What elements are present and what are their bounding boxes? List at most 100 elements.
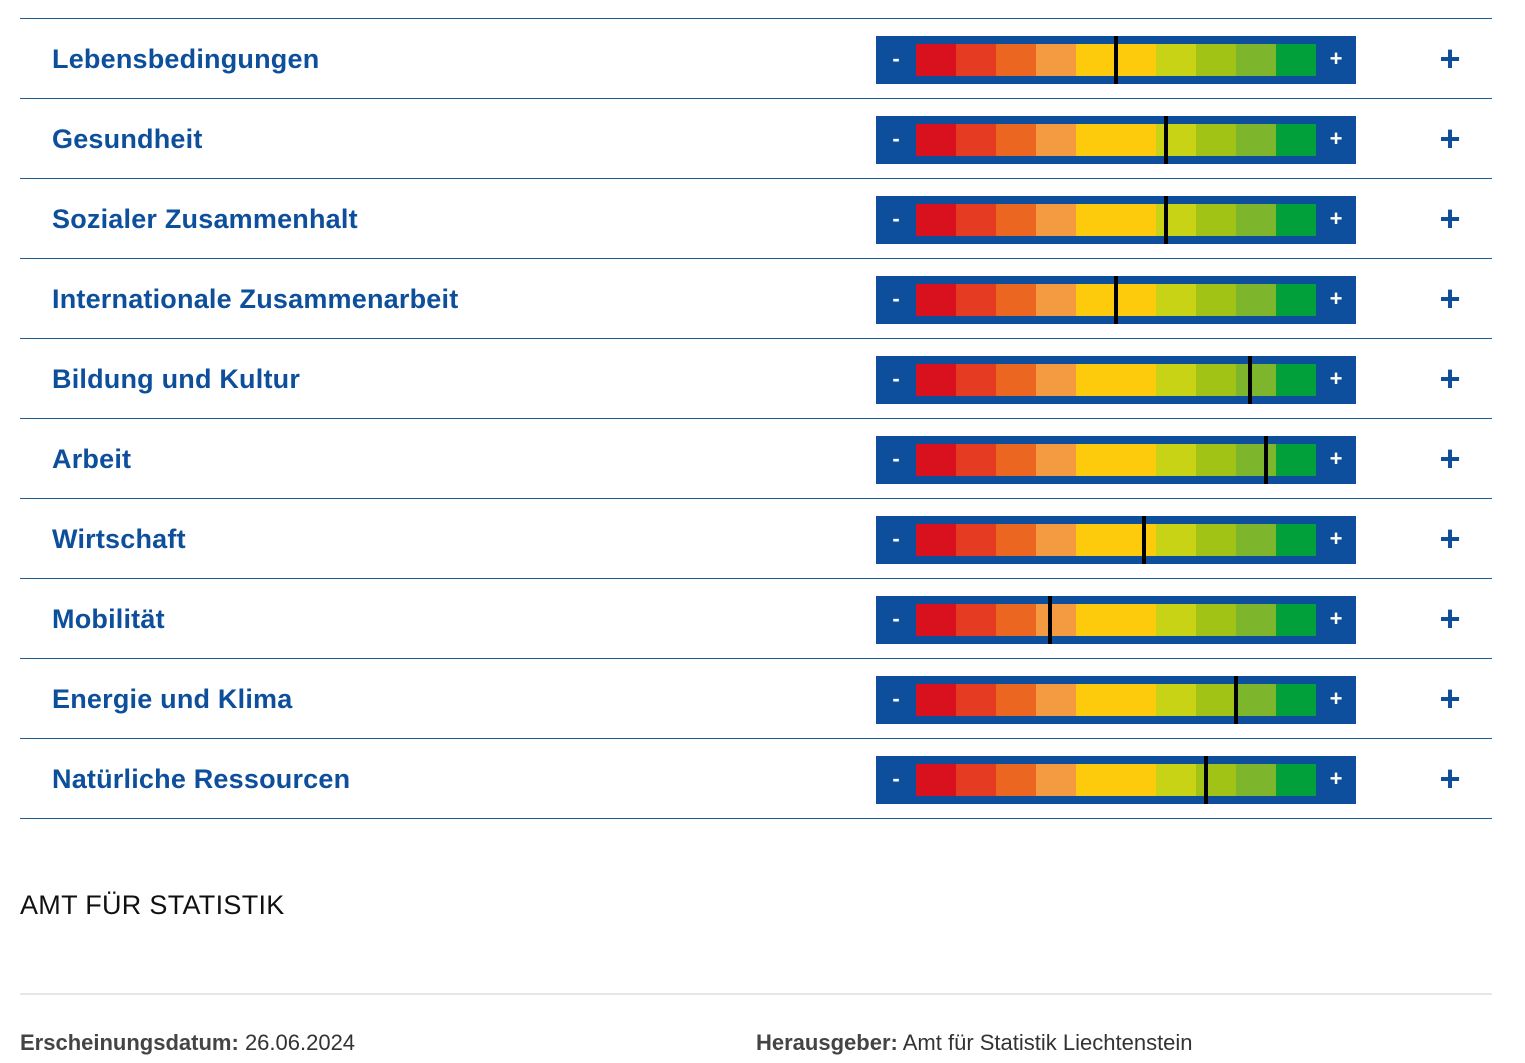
gauge-segment [956,364,996,396]
gauge-scale [916,204,1316,236]
gauge-segment [1236,364,1276,396]
gauge-plus-label: + [1329,446,1343,471]
gauge-segment [1036,364,1076,396]
gauge-segment [1036,524,1076,556]
indicator-title[interactable]: Energie und Klima [52,684,293,714]
gauge-segment [1076,124,1116,156]
gauge-marker [1048,596,1052,644]
gauge-segment [1116,604,1156,636]
gauge-segment [1196,764,1236,796]
indicator-row[interactable]: Lebensbedingungen - + + [20,19,1492,99]
gauge-minus-label: - [892,286,900,311]
gauge-segment [1276,764,1316,796]
indicator-row[interactable]: Arbeit - + + [20,419,1492,499]
indicator-row[interactable]: Energie und Klima - + + [20,659,1492,739]
gauge-segment [1076,284,1116,316]
indicator-title[interactable]: Internationale Zusammenarbeit [52,284,459,314]
indicator-row[interactable]: Gesundheit - + + [20,99,1492,179]
gauge-segment [1116,124,1156,156]
gauge-marker [1264,436,1268,484]
gauge-marker [1248,356,1252,404]
gauge-segment [1276,364,1316,396]
publisher-label: Herausgeber: [756,1030,898,1055]
gauge-marker [1164,196,1168,244]
gauge-segment [1116,364,1156,396]
indicator-row[interactable]: Wirtschaft - + + [20,499,1492,579]
publication-date: Erscheinungsdatum: 26.06.2024 [20,1030,355,1056]
gauge-scale [916,684,1316,716]
indicator-title[interactable]: Wirtschaft [52,524,186,554]
indicator-row[interactable]: Internationale Zusammenarbeit - + + [20,259,1492,339]
expand-plus-icon[interactable]: + [1439,678,1461,719]
gauge-segment [956,524,996,556]
expand-plus-icon[interactable]: + [1439,198,1461,239]
gauge-segment [1196,524,1236,556]
gauge-segment [916,44,956,76]
gauge-segment [1156,204,1196,236]
gauge-minus-label: - [892,526,900,551]
gauge-plus-label: + [1329,286,1343,311]
expand-plus-icon[interactable]: + [1439,358,1461,399]
gauge-segment [916,364,956,396]
indicator-title[interactable]: Gesundheit [52,124,203,154]
gauge-segment [1116,524,1156,556]
indicator-row[interactable]: Mobilität - + + [20,579,1492,659]
gauge-plus-label: + [1329,46,1343,71]
brand-name: AMT FÜR STATISTIK [20,890,285,920]
indicator-gauge: - + [876,756,1356,804]
gauge-segment [1076,204,1116,236]
gauge-plus-label: + [1329,366,1343,391]
gauge-segment [1036,124,1076,156]
expand-plus-icon[interactable]: + [1439,278,1461,319]
expand-plus-icon[interactable]: + [1439,118,1461,159]
publisher: Herausgeber: Amt für Statistik Liechtens… [756,1030,1193,1056]
expand-plus-icon[interactable]: + [1439,518,1461,559]
gauge-segment [1196,124,1236,156]
expand-plus-icon[interactable]: + [1439,758,1461,799]
gauge-segment [1036,44,1076,76]
indicator-title[interactable]: Bildung und Kultur [52,364,301,394]
gauge-segment [1236,604,1276,636]
gauge-segment [1196,364,1236,396]
indicator-row[interactable]: Bildung und Kultur - + + [20,339,1492,419]
gauge-segment [956,604,996,636]
indicator-title[interactable]: Arbeit [52,444,132,474]
expand-plus-icon[interactable]: + [1439,438,1461,479]
gauge-segment [996,284,1036,316]
gauge-plus-label: + [1329,126,1343,151]
gauge-marker [1204,756,1208,804]
indicator-row[interactable]: Sozialer Zusammenhalt - + + [20,179,1492,259]
gauge-segment [1196,44,1236,76]
gauge-segment [1276,284,1316,316]
gauge-minus-label: - [892,606,900,631]
indicator-row[interactable]: Natürliche Ressourcen - + + [20,739,1492,819]
gauge-segment [1036,204,1076,236]
indicator-title[interactable]: Sozialer Zusammenhalt [52,204,358,234]
gauge-segment [916,204,956,236]
gauge-segment [1156,524,1196,556]
expand-plus-icon[interactable]: + [1439,598,1461,639]
gauge-segment [1236,44,1276,76]
gauge-minus-label: - [892,766,900,791]
gauge-segment [1156,764,1196,796]
gauge-plus-label: + [1329,526,1343,551]
gauge-segment [1036,444,1076,476]
expand-plus-icon[interactable]: + [1439,38,1461,79]
gauge-segment [1076,44,1116,76]
indicator-gauge: - + [876,596,1356,644]
indicator-title[interactable]: Mobilität [52,604,165,634]
gauge-segment [916,604,956,636]
gauge-segment [1116,684,1156,716]
indicator-title[interactable]: Lebensbedingungen [52,44,320,74]
gauge-marker [1114,36,1118,84]
gauge-segment [1076,684,1116,716]
indicator-gauge: - + [876,676,1356,724]
gauge-segment [1036,284,1076,316]
gauge-scale [916,44,1316,76]
gauge-segment [1236,444,1276,476]
gauge-scale [916,364,1316,396]
gauge-segment [1276,124,1316,156]
gauge-segment [1156,284,1196,316]
gauge-segment [956,204,996,236]
indicator-title[interactable]: Natürliche Ressourcen [52,764,351,794]
